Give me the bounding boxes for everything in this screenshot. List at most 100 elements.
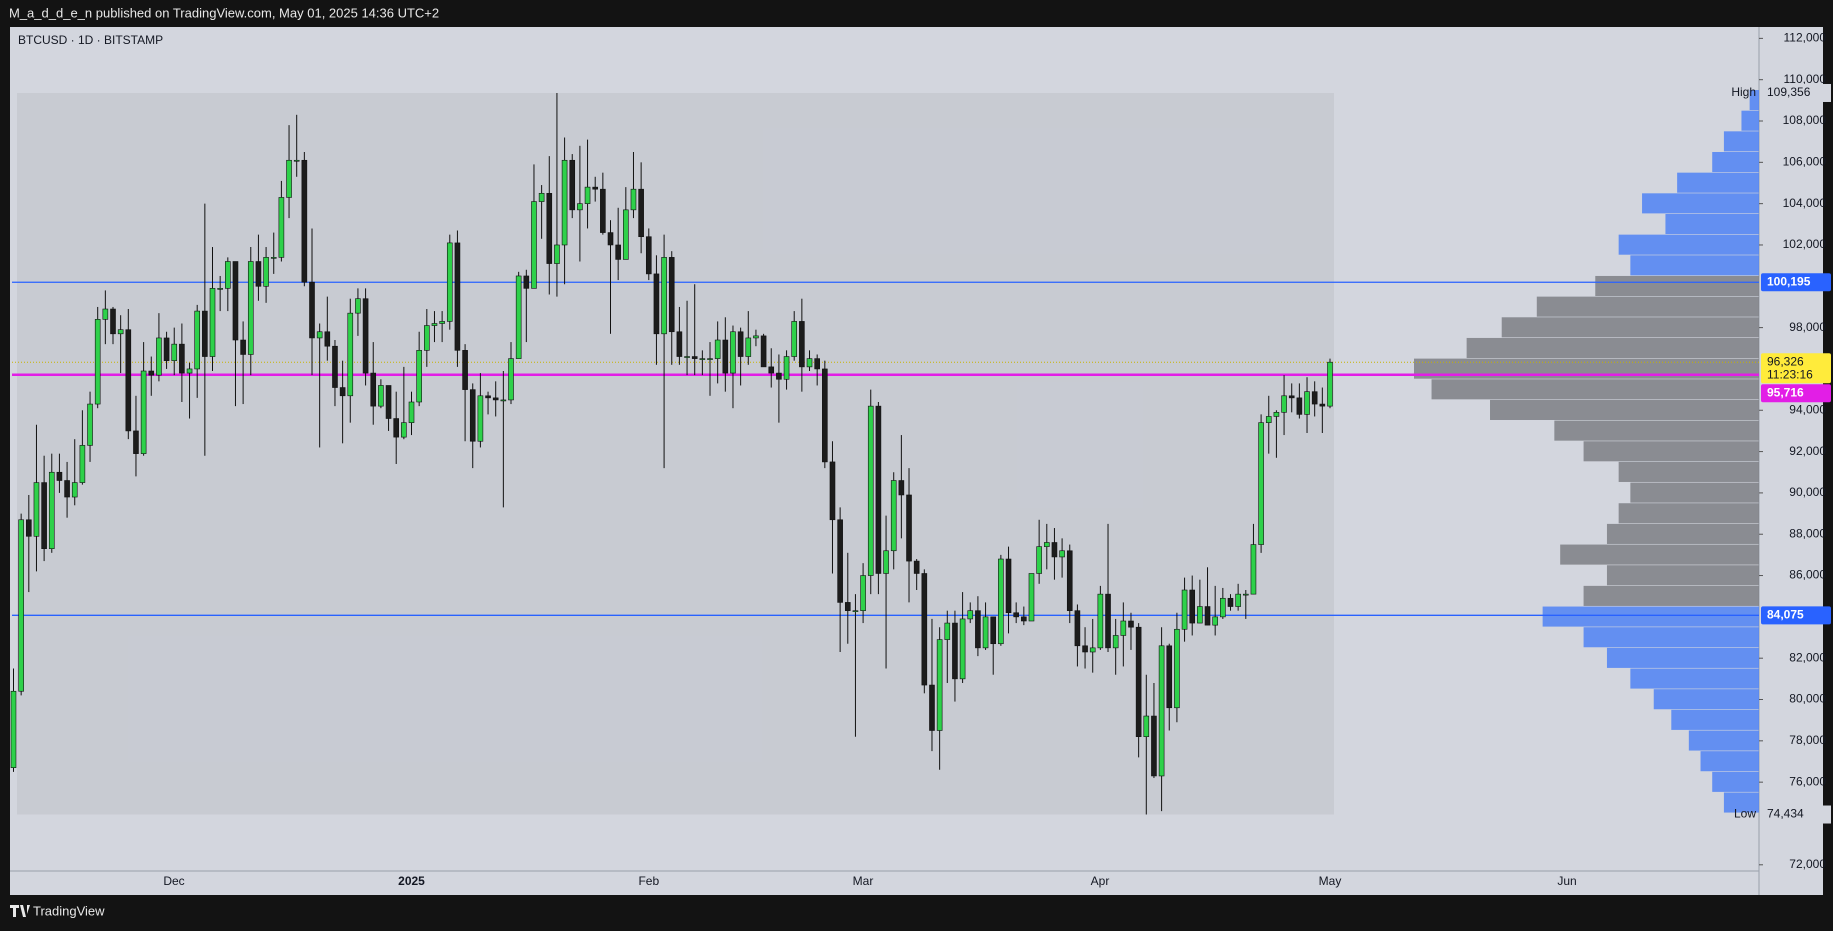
countdown: 11:23:16 xyxy=(1767,367,1813,381)
candle-body xyxy=(347,312,354,397)
candle-body xyxy=(898,480,905,496)
high-box xyxy=(1761,83,1831,102)
candle-body xyxy=(714,339,721,359)
candle-body xyxy=(607,232,614,246)
candle-body xyxy=(270,257,277,259)
volume-profile-bar xyxy=(1431,379,1759,400)
candle-body xyxy=(776,372,782,380)
candle-body xyxy=(600,188,606,233)
candle-body xyxy=(921,573,928,686)
candle-body xyxy=(1181,589,1188,630)
candle-body xyxy=(1112,635,1119,649)
candle-body xyxy=(362,298,369,374)
candle-body xyxy=(1120,620,1127,636)
candle-body xyxy=(1242,593,1249,596)
candle-body xyxy=(615,244,621,260)
candle-body xyxy=(623,209,629,260)
volume-profile-bar xyxy=(1595,275,1759,297)
candle-body xyxy=(462,350,468,390)
candle-body xyxy=(538,193,545,202)
candle-body xyxy=(293,159,300,162)
candle-body xyxy=(783,356,790,380)
last-price-label: 96,326 xyxy=(1767,354,1804,368)
volume-profile-bar xyxy=(1501,317,1759,338)
volume-profile-bar xyxy=(1618,503,1759,524)
vah-label: 100,195 xyxy=(1767,274,1811,288)
candle-body xyxy=(87,403,93,446)
candle-body xyxy=(401,422,407,438)
candle-body xyxy=(1174,628,1180,709)
candle-body xyxy=(26,519,32,537)
candle-body xyxy=(653,273,660,335)
candle-body xyxy=(860,575,866,611)
candle-body xyxy=(102,308,109,320)
candle-body xyxy=(1143,715,1150,738)
candle-body xyxy=(1235,593,1241,607)
candle-body xyxy=(645,236,652,275)
volume-profile-bar xyxy=(1749,90,1759,111)
candle-body xyxy=(247,261,254,355)
candle-body xyxy=(1327,361,1333,407)
candle-body xyxy=(1288,395,1295,399)
candle-body xyxy=(730,331,736,374)
y-tick-label: 102,000 xyxy=(1783,237,1827,251)
high-text: High xyxy=(1731,85,1756,99)
candle-body xyxy=(508,358,514,401)
candle-body xyxy=(18,519,24,692)
volume-profile-bar xyxy=(1554,420,1759,441)
y-tick-label: 76,000 xyxy=(1789,774,1826,788)
volume-profile-bar xyxy=(1583,441,1759,462)
candle-body xyxy=(913,560,920,574)
profile-range xyxy=(17,92,1334,815)
candle-body xyxy=(1135,626,1142,738)
candle-body xyxy=(638,188,644,238)
candle-body xyxy=(110,308,116,335)
candle-body xyxy=(822,368,828,463)
candle-body xyxy=(477,395,484,442)
candle-body xyxy=(186,368,193,374)
candle-body xyxy=(1151,715,1157,777)
candle-body xyxy=(668,257,675,333)
volume-profile-bar xyxy=(1618,234,1759,255)
candle-body xyxy=(332,345,338,388)
candle-body xyxy=(385,385,392,419)
candle-body xyxy=(684,356,690,358)
y-tick-label: 72,000 xyxy=(1789,857,1826,871)
candle-body xyxy=(592,186,599,190)
low-text: Low xyxy=(1734,807,1756,821)
candle-body xyxy=(1250,544,1257,595)
candle-body xyxy=(890,480,897,552)
candle-body xyxy=(1197,606,1203,624)
candle-body xyxy=(791,321,798,357)
y-tick-label: 82,000 xyxy=(1789,650,1826,664)
val-label-box xyxy=(1761,606,1831,625)
candle-body xyxy=(232,261,239,341)
y-tick-label: 86,000 xyxy=(1789,568,1826,582)
candle-body xyxy=(1273,412,1280,417)
candle-body xyxy=(867,405,874,576)
poc-label-box xyxy=(1761,384,1831,403)
candle-body xyxy=(324,331,331,347)
candle-body xyxy=(439,321,445,324)
candle-body xyxy=(1304,391,1310,415)
candle-body xyxy=(339,387,346,397)
candle-body xyxy=(217,288,223,290)
volume-profile-bar xyxy=(1630,668,1759,689)
x-tick-label: Dec xyxy=(163,874,184,888)
candle-body xyxy=(301,159,308,283)
candle-body xyxy=(1220,597,1226,618)
y-tick-label: 104,000 xyxy=(1783,196,1827,210)
volume-profile-bar xyxy=(1583,627,1759,648)
val-label: 84,075 xyxy=(1767,607,1804,621)
candle-body xyxy=(94,319,101,405)
volume-profile-bar xyxy=(1536,296,1759,317)
candle-body xyxy=(523,275,530,289)
candle-body xyxy=(1166,645,1173,709)
vah-label-box xyxy=(1761,273,1831,292)
candle-body xyxy=(1036,546,1042,574)
candle-body xyxy=(140,370,147,454)
candle-body xyxy=(148,370,155,376)
x-tick-label: Apr xyxy=(1091,874,1110,888)
publish-header: M_a_d_d_e_n published on TradingView.com… xyxy=(9,5,439,20)
candle-body xyxy=(48,471,55,549)
